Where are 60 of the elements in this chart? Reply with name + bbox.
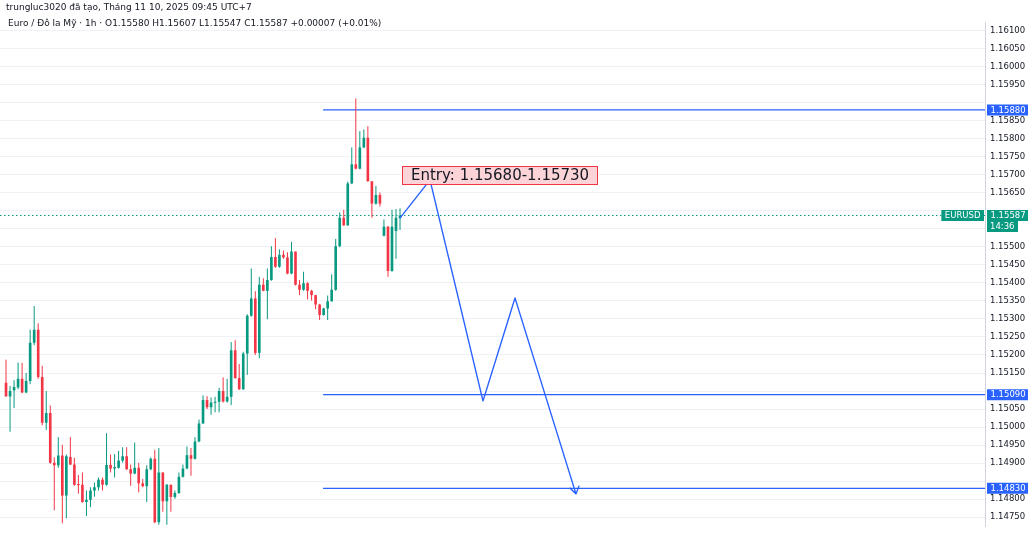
candlestick xyxy=(56,436,60,469)
candlestick xyxy=(85,490,88,517)
candlestick xyxy=(44,390,48,431)
ref-line-label: 1.15880 xyxy=(990,104,1026,115)
annotation: EURUSD xyxy=(944,210,981,221)
candlestick xyxy=(129,464,132,487)
y-tick-label: 1.14750 xyxy=(990,511,1026,522)
y-tick-label: 1.14900 xyxy=(990,457,1026,468)
candlestick xyxy=(249,268,253,318)
candlestick xyxy=(145,464,149,503)
candlestick xyxy=(137,462,141,493)
y-tick-label: 1.15650 xyxy=(990,187,1026,198)
y-tick-label: 1.14950 xyxy=(990,439,1026,450)
candlestick xyxy=(350,146,354,185)
candlestick xyxy=(302,271,305,292)
y-tick-label: 1.15200 xyxy=(990,349,1026,360)
y-tick-label: 1.15300 xyxy=(990,313,1026,324)
candlestick xyxy=(125,446,128,471)
candlestick xyxy=(73,457,76,487)
y-tick-label: 1.15850 xyxy=(990,114,1026,125)
candlestick xyxy=(278,248,281,269)
y-tick-label: 1.15350 xyxy=(990,295,1026,306)
candlestick xyxy=(270,245,273,282)
candlestick xyxy=(113,453,116,479)
candlestick xyxy=(133,442,137,475)
candlestick xyxy=(290,241,293,275)
y-tick-label: 1.15150 xyxy=(990,367,1026,378)
text: 14:36 xyxy=(987,221,1018,233)
y-tick-label: 1.15050 xyxy=(990,403,1026,414)
y-tick-label: 1.15750 xyxy=(990,150,1026,161)
annotation: Entry: 1.15680-1.15730 xyxy=(402,166,599,185)
y-tick-label: 1.15500 xyxy=(990,241,1026,252)
y-tick-label: 1.15450 xyxy=(990,259,1026,270)
candlestick xyxy=(266,268,269,320)
ref-line-label: 1.15587 xyxy=(990,210,1026,221)
chart-subtitle: Euro / Đô la Mỹ · 1h · O1.15580 H1.15607 L1.15547 C1.15587 +0.00007 (+0.01%) xyxy=(8,18,382,28)
chart-title: trungluc3020 đã tạo, Tháng 11 10, 2025 09:45 UTC+7 xyxy=(6,2,252,12)
candlestick xyxy=(330,273,334,303)
y-tick-label: 1.15950 xyxy=(990,78,1026,89)
candlestick xyxy=(89,486,92,508)
y-tick-label: 1.16050 xyxy=(990,42,1026,53)
candlestick xyxy=(69,436,72,466)
y-tick-label: 1.15250 xyxy=(990,331,1026,342)
ref-line-label: 1.14830 xyxy=(990,483,1026,494)
candlestick xyxy=(274,237,277,269)
y-tick-label: 1.16000 xyxy=(990,60,1026,71)
y-tick-label: 1.15800 xyxy=(990,132,1026,143)
y-tick-label: 1.15400 xyxy=(990,277,1026,288)
y-tick-label: 1.14800 xyxy=(990,493,1026,504)
y-tick-label: 1.16100 xyxy=(990,24,1026,35)
y-tick-label: 1.15000 xyxy=(990,421,1026,432)
candlestick xyxy=(109,453,112,473)
candlestick xyxy=(81,471,84,504)
candlestick xyxy=(326,295,329,321)
candlestick xyxy=(237,363,241,391)
candlestick xyxy=(32,305,36,346)
y-tick-label: 1.15700 xyxy=(990,169,1026,180)
candlestick xyxy=(105,432,108,487)
ref-line-label: 1.15090 xyxy=(990,389,1026,400)
candlestick xyxy=(354,97,358,170)
